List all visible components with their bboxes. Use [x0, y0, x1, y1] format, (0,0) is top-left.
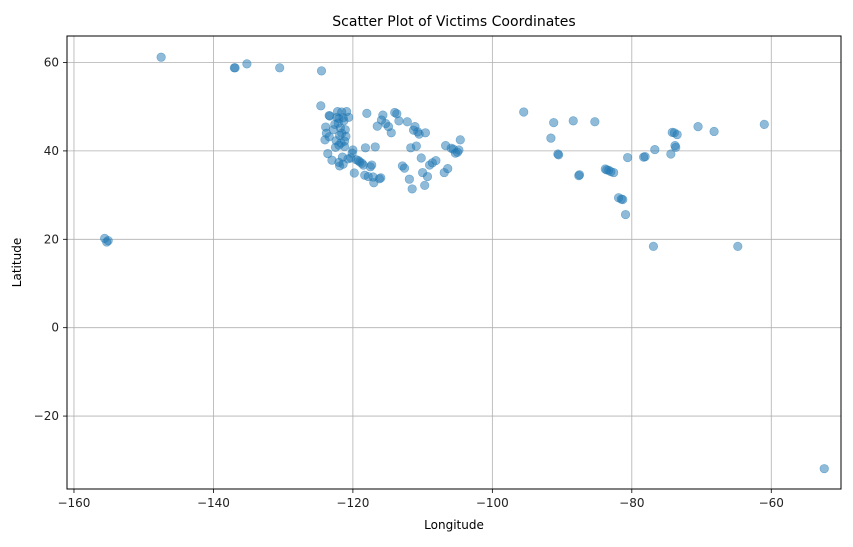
data-point — [693, 121, 703, 132]
plot-frame — [66, 35, 842, 490]
data-point — [362, 108, 372, 118]
data-point — [443, 163, 453, 174]
x-tick-label: −80 — [619, 496, 644, 510]
data-point — [367, 160, 377, 170]
data-point — [549, 118, 559, 128]
data-point — [341, 131, 351, 141]
grid — [67, 36, 841, 489]
data-point — [666, 149, 676, 159]
data-point — [672, 129, 682, 140]
data-point — [399, 163, 410, 173]
data-points — [100, 52, 829, 474]
y-tick-label: −20 — [34, 409, 59, 423]
data-point — [323, 148, 333, 159]
data-point — [360, 143, 371, 153]
y-tick-label: 0 — [51, 321, 59, 335]
data-point — [648, 241, 659, 251]
data-point — [275, 63, 285, 73]
data-point — [640, 152, 650, 162]
data-point — [420, 180, 430, 190]
x-tick-label: −120 — [336, 496, 369, 510]
data-point — [411, 141, 421, 151]
data-point — [454, 145, 464, 155]
data-point — [404, 174, 414, 184]
data-point — [519, 107, 529, 117]
y-axis-label: Latitude — [10, 238, 24, 287]
data-point — [324, 110, 334, 121]
data-point — [156, 52, 166, 62]
y-tick-label: 40 — [44, 144, 59, 158]
data-point — [386, 128, 396, 138]
data-point — [671, 142, 681, 152]
data-point — [394, 116, 404, 126]
data-point — [623, 152, 633, 163]
data-point — [334, 140, 344, 150]
data-point — [618, 194, 628, 205]
data-point — [819, 464, 829, 474]
data-point — [609, 167, 619, 178]
data-point — [422, 171, 433, 182]
data-point — [402, 117, 412, 127]
data-point — [650, 144, 660, 155]
data-point — [316, 66, 327, 76]
data-point — [620, 209, 631, 220]
data-point — [553, 150, 564, 160]
data-point — [546, 133, 556, 143]
data-point — [344, 112, 354, 122]
data-point — [324, 132, 334, 142]
y-tick-label: 60 — [44, 56, 59, 70]
x-axis-label: Longitude — [424, 518, 484, 532]
data-point — [349, 168, 359, 178]
data-point — [102, 237, 112, 247]
x-tick-label: −60 — [759, 496, 784, 510]
data-point — [759, 119, 769, 129]
data-point — [242, 59, 252, 69]
data-point — [378, 110, 388, 120]
x-tick-label: −160 — [57, 496, 90, 510]
chart-title: Scatter Plot of Victims Coordinates — [332, 14, 575, 30]
data-point — [316, 101, 326, 111]
data-point — [416, 153, 426, 163]
data-point — [420, 128, 431, 138]
x-tick-label: −100 — [476, 496, 509, 510]
data-point — [590, 117, 600, 127]
data-point — [376, 173, 386, 183]
data-point — [407, 184, 417, 194]
data-point — [568, 116, 578, 126]
data-point — [709, 126, 719, 137]
data-point — [733, 241, 743, 251]
data-point — [431, 156, 441, 166]
y-tick-label: 20 — [44, 232, 59, 246]
data-point — [348, 145, 358, 155]
data-point — [455, 135, 465, 145]
data-point — [370, 142, 380, 152]
axis-ticks: −160 −140 −120 −100 −80 −60 −20 0 20 40 60 — [34, 56, 784, 510]
data-point — [574, 170, 585, 180]
data-point — [230, 63, 240, 73]
x-tick-label: −140 — [197, 496, 230, 510]
